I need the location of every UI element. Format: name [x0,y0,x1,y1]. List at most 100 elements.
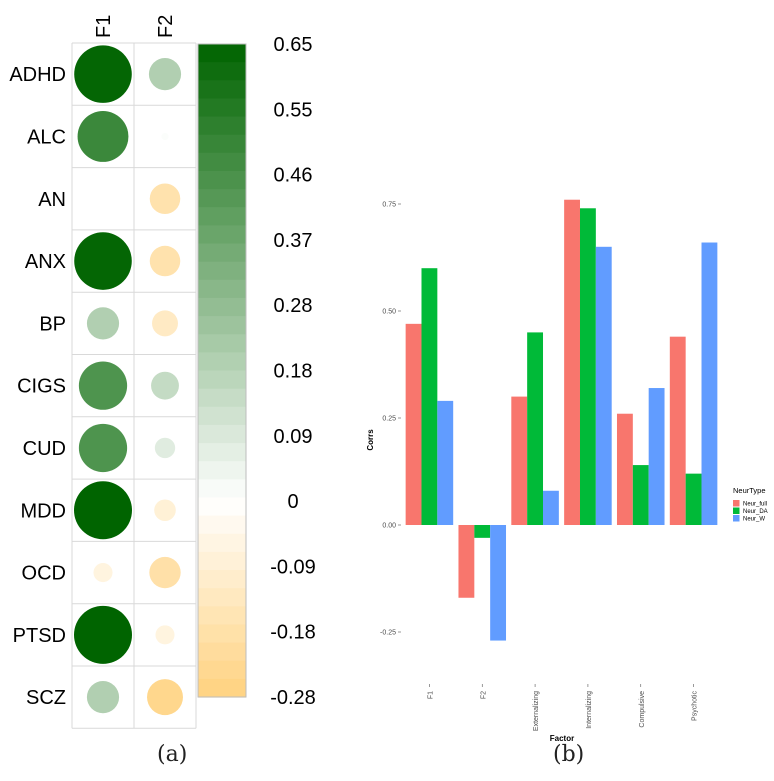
colorbar-segment [198,189,246,208]
row-label: ALC [27,126,66,148]
bar-Neur_full [458,525,475,598]
colorbar-segment [198,261,246,281]
bar-Neur_full [405,323,422,525]
legend-label: Neur_full [743,502,767,508]
correlation-circle [86,307,120,340]
colorbar-segment [198,479,246,499]
bar-Neur_W [701,242,718,525]
legend-swatch-Neur_W [733,515,740,522]
colorbar-tick-label: 0 [287,491,298,513]
colorbar-segment [198,461,246,480]
row-label: PTSD [13,625,66,647]
bar-Neur_full [616,413,633,525]
bar-Neur_W [595,246,612,526]
colorbar-segment [198,497,246,517]
bar-chart: 0.75 0.50 0.25 0.00 -0.25 F1 F2 Externalizing In… [366,199,768,743]
colorbar-segment [198,98,246,118]
row-label: ADHD [9,64,66,86]
colorbar-segment [198,352,246,372]
correlation-circle [74,605,132,664]
colorbar-segment [198,134,246,154]
legend-label: Neur_W [743,517,765,523]
colorbar-segment [198,207,246,226]
legend-swatch-Neur_DA [733,507,740,514]
x-tick-label: F1 [427,691,434,699]
x-tick-label: Compulsive [639,691,646,728]
bar-Neur_DA [579,208,596,525]
x-tick-label: Externalizing [533,691,540,731]
correlation-circle [154,499,176,522]
correlation-circle [74,232,132,290]
row-label: MDD [20,500,66,522]
bar-Neur_W [490,525,507,641]
y-tick-label: -0.25 [380,630,396,637]
colorbar-segment [198,406,246,426]
colorbar-segment [198,570,246,589]
bar-Neur_full [669,336,686,525]
colorbar-segment [198,170,246,190]
colorbar-tick-label: -0.28 [270,687,316,709]
colorbar-segment [198,152,246,172]
correlation-circle [149,556,181,589]
colorbar-segment [198,624,246,644]
colorbar-segment [198,642,246,662]
correlation-circle [74,481,132,540]
correlation-circle [86,681,120,714]
x-tick-label: Psychotic [692,691,699,721]
correlation-circle [148,58,182,91]
bar-Neur_W [437,400,454,525]
colorbar-segment [198,334,246,353]
bar-Neur_DA [527,332,544,525]
correlation-circle [149,183,181,215]
y-tick-label: 0.25 [382,416,396,423]
correlation-circle [152,310,178,337]
bar-Neur_DA [685,473,702,525]
correlation-circle [154,437,176,459]
y-tick-label: 0.50 [382,309,396,316]
bar-Neur_full [511,396,528,525]
colorbar-segment [198,297,246,317]
colorbar-tick-label: 0.65 [274,34,313,56]
column-label: F1 [93,15,115,38]
row-label: SCZ [26,687,66,709]
colorbar-tick-label: 0.55 [274,99,313,121]
legend-swatch-Neur_full [733,500,740,507]
colorbar-segment [198,370,246,390]
colorbar-segment [198,279,246,299]
correlation-circle [93,563,113,583]
correlation-circle [155,625,175,645]
colorbar-segment [198,116,246,136]
colorbar-segment [198,606,246,626]
correlation-circle [151,371,179,400]
colorbar-tick-label: 0.28 [274,295,313,317]
colorbar-segment [198,80,246,100]
x-tick-label: F2 [480,691,487,699]
row-label: AN [38,189,66,211]
colorbar-segment [198,243,246,263]
bar-Neur_full [564,199,580,525]
colorbar-segment [198,316,246,335]
colorbar-border [197,43,247,698]
bar-Neur_DA [421,268,438,525]
x-axis-title: Factor [550,734,574,743]
colorbar-tick-label: 0.18 [274,361,313,383]
correlation-circle [161,132,169,141]
colorbar-segment [198,533,246,553]
correlation-circle [78,423,128,473]
colorbar-tick-label: -0.09 [270,556,316,578]
y-tick-label: 0.75 [382,202,396,209]
y-tick-label: 0.00 [382,523,396,530]
x-tick-label: Internalizing [586,691,593,729]
colorbar-segment [198,551,246,571]
colorbar-segment [198,225,246,245]
correlation-circle [149,245,181,277]
row-label: ANX [25,251,66,273]
bar-Neur_W [543,490,559,525]
colorbar-segment [198,660,246,680]
colorbar-tick-label: 0.37 [274,230,313,252]
correlation-circle [74,45,132,103]
colorbar-segment [198,424,246,444]
colorbar-segment [198,443,246,462]
colorbar-tick-label: 0.46 [274,165,313,187]
